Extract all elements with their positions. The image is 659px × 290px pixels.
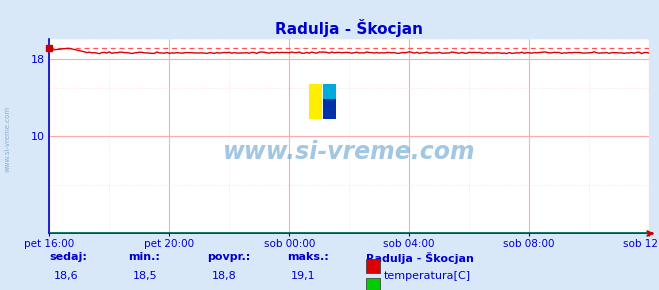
Text: sedaj:: sedaj: [49,252,87,262]
Text: www.si-vreme.com: www.si-vreme.com [223,140,476,164]
FancyBboxPatch shape [323,99,336,119]
Text: www.si-vreme.com: www.si-vreme.com [5,106,11,172]
Text: Radulja - Škocjan: Radulja - Škocjan [366,252,474,264]
FancyBboxPatch shape [309,84,322,119]
FancyBboxPatch shape [323,84,336,119]
Text: 18,6: 18,6 [53,271,78,281]
Text: temperatura[C]: temperatura[C] [384,271,471,281]
Title: Radulja - Škocjan: Radulja - Škocjan [275,19,423,37]
Text: min.:: min.: [129,252,160,262]
Text: 18,8: 18,8 [212,271,237,281]
Text: maks.:: maks.: [287,252,328,262]
Text: povpr.:: povpr.: [208,252,251,262]
Text: 18,5: 18,5 [132,271,158,281]
Text: 19,1: 19,1 [291,271,316,281]
